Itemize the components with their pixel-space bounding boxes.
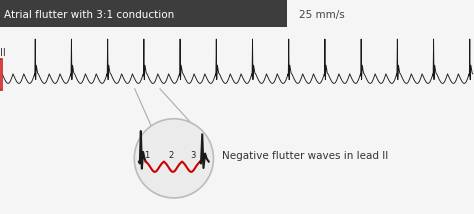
Text: Negative flutter waves in lead II: Negative flutter waves in lead II <box>222 151 388 161</box>
Text: 3: 3 <box>191 151 196 160</box>
Bar <box>0 59 1 90</box>
Text: 1: 1 <box>144 151 149 160</box>
Circle shape <box>134 119 213 198</box>
Bar <box>0 0 287 27</box>
Text: II: II <box>0 49 6 58</box>
Text: 25 mm/s: 25 mm/s <box>299 10 345 20</box>
Text: Atrial flutter with 3:1 conduction: Atrial flutter with 3:1 conduction <box>4 10 174 20</box>
Text: 2: 2 <box>168 151 173 160</box>
